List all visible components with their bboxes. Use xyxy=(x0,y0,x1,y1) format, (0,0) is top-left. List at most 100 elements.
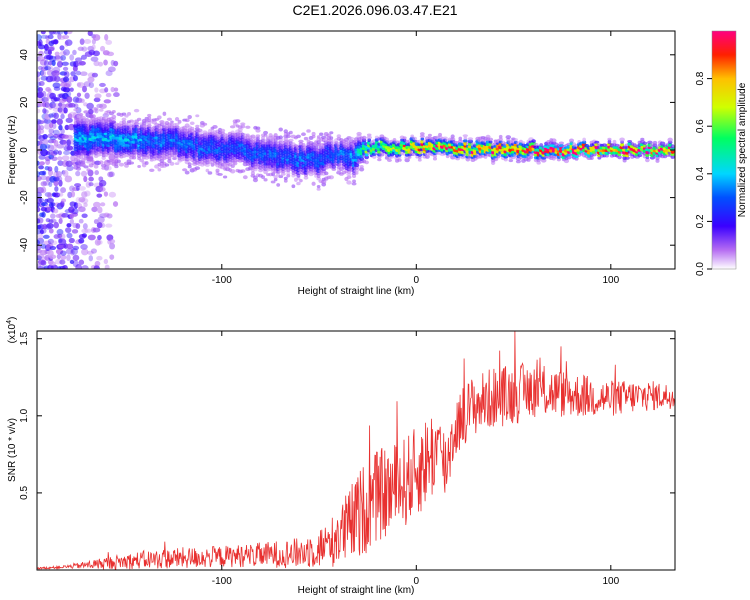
spectrogram-cell xyxy=(306,129,311,133)
spectrogram-noise-cell xyxy=(44,66,52,71)
spectrogram-cell xyxy=(412,136,418,141)
spectrogram-noise-cell xyxy=(69,87,74,92)
spectrogram-noise-cell xyxy=(94,170,99,176)
spectrogram-cell xyxy=(301,132,306,137)
spectrogram-cell xyxy=(397,156,402,160)
spectrogram-cell xyxy=(379,152,385,157)
spectrogram-noise-cell xyxy=(37,263,42,269)
spectrogram-cell xyxy=(316,176,321,181)
spectrogram-noise-cell xyxy=(54,51,60,57)
spectrogram-cell xyxy=(627,139,633,143)
spectrogram-cell xyxy=(597,156,602,160)
spectrogram-noise-cell xyxy=(100,202,106,207)
spectrogram-noise-cell xyxy=(62,49,71,56)
spectrogram-noise-cell xyxy=(37,71,41,78)
spectrogram-noise-cell xyxy=(60,113,65,120)
spectrogram-cell xyxy=(283,129,288,134)
spectrogram-noise-cell xyxy=(40,186,47,194)
spectrogram-noise-cell xyxy=(57,33,62,40)
spectrogram-cell xyxy=(147,116,152,120)
spectrogram-y-ticks: -40 -20 0 20 40 xyxy=(19,49,675,252)
colorbar-tick-label: 0.4 xyxy=(695,166,706,180)
spectrogram-cell xyxy=(100,163,107,168)
spectrogram-cell xyxy=(283,176,288,180)
spectrogram-noise-cell xyxy=(51,119,57,124)
spectrogram-cell xyxy=(240,169,246,173)
spectrogram-cell xyxy=(83,165,89,169)
spectrogram-cell xyxy=(166,117,173,121)
spectrogram-noise-cell xyxy=(41,90,47,98)
spectrogram-noise-cell xyxy=(52,122,57,130)
spectrogram-noise-cell xyxy=(83,176,88,183)
spectrogram-noise-cell xyxy=(104,87,109,93)
spectrogram-noise-cell xyxy=(73,60,79,68)
spectrogram-noise-cell xyxy=(94,93,102,99)
spectrogram-noise-cell xyxy=(71,208,79,215)
spectrogram-cell xyxy=(458,136,463,141)
spectrogram-cell xyxy=(162,111,167,116)
spectrogram-cell xyxy=(531,139,536,143)
spectrogram-cell xyxy=(640,137,645,141)
spectrogram-noise-cell xyxy=(38,165,45,170)
spectrogram-cell xyxy=(645,158,650,163)
spectrogram-cell xyxy=(93,107,99,111)
spectrogram-cell xyxy=(273,175,278,179)
spectrogram-noise-cell xyxy=(49,31,56,35)
spectrogram-noise-cell xyxy=(37,206,41,213)
spectrogram-noise-cell xyxy=(103,191,109,197)
spectrogram-noise-cell xyxy=(94,87,99,93)
snr-xlabel: Height of straight line (km) xyxy=(298,585,415,596)
spectrogram-noise-cell xyxy=(47,88,52,94)
spectrogram-noise-cell xyxy=(52,66,61,74)
spectrogram-x-tick-label: -100 xyxy=(212,275,232,286)
spectrogram-noise-cell xyxy=(78,259,85,265)
spectrogram-noise-cell xyxy=(99,45,106,52)
spectrogram-cell xyxy=(637,153,643,158)
spectrogram-noise-cell xyxy=(46,197,54,204)
spectrogram-cell xyxy=(278,127,283,132)
spectrogram-cell xyxy=(377,155,382,159)
spectrogram-cell xyxy=(255,128,261,133)
spectrogram-cell xyxy=(432,154,437,158)
spectrogram-noise-cell xyxy=(94,260,101,267)
spectrogram-noise-cell xyxy=(54,55,61,60)
spectrogram-noise-cell xyxy=(97,216,105,224)
spectrogram-noise-cell xyxy=(49,92,56,100)
spectrogram-noise-cell xyxy=(106,234,114,241)
spectrogram-cell xyxy=(263,178,268,182)
spectrogram-x-tick-label: 100 xyxy=(602,275,619,286)
spectrogram-noise-cell xyxy=(48,254,57,260)
spectrogram-cell xyxy=(617,154,622,160)
spectrogram-cell xyxy=(536,161,541,165)
spectrogram-noise-cell xyxy=(99,82,106,88)
spectrogram-noise-cell xyxy=(49,245,57,251)
spectrogram-noise-cell xyxy=(51,70,60,77)
spectrogram-noise-cell xyxy=(86,250,94,255)
spectrogram-noise-cell xyxy=(69,259,75,264)
spectrogram-noise-cell xyxy=(42,133,48,140)
spectrogram-noise-cell xyxy=(91,72,98,78)
spectrogram-cell xyxy=(139,158,145,163)
spectrogram-cell xyxy=(177,119,182,124)
spectrogram-cells xyxy=(37,31,675,269)
spectrogram-noise-cell xyxy=(67,191,73,199)
spectrogram-cell xyxy=(346,180,352,185)
spectrogram-noise-cell xyxy=(80,197,89,204)
spectrogram-noise-cell xyxy=(46,69,54,77)
spectrogram-cell xyxy=(513,138,518,142)
spectrogram-cell xyxy=(255,134,261,138)
spectrogram-noise-cell xyxy=(66,96,73,103)
spectrogram-cell xyxy=(533,142,539,147)
spectrogram-noise-cell xyxy=(64,175,73,183)
spectrogram-noise-cell xyxy=(84,190,91,197)
spectrogram-cell xyxy=(215,168,220,173)
spectrogram-cell xyxy=(187,165,192,169)
spectrogram-cell xyxy=(111,114,117,120)
spectrogram-noise-cell xyxy=(107,171,114,178)
spectrogram-noise-cell xyxy=(106,213,113,219)
spectrogram-noise-cell xyxy=(65,248,74,255)
spectrogram-noise-cell xyxy=(70,190,76,198)
spectrogram-noise-cell xyxy=(64,124,70,131)
colorbar-gradient xyxy=(712,31,736,269)
spectrogram-noise-cell xyxy=(79,38,85,45)
